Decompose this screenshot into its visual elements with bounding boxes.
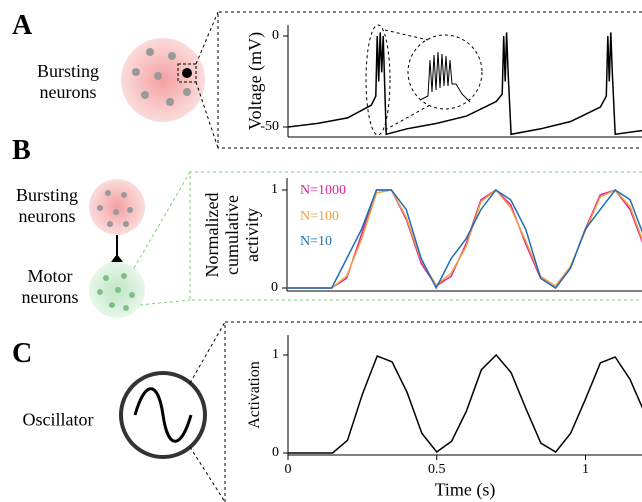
data-line — [287, 190, 642, 288]
panel-label: Oscillator — [3, 410, 113, 431]
legend-label: N=100 — [300, 209, 339, 224]
y-tick-label: 1 — [272, 347, 279, 362]
neuron-pool — [121, 38, 205, 122]
panel-label: Bursting neurons — [13, 61, 123, 103]
data-line — [288, 32, 642, 134]
panel-label: Bursting neurons — [0, 185, 97, 227]
data-line — [287, 190, 642, 288]
arrowhead — [111, 254, 123, 262]
panel-letter: A — [12, 10, 32, 42]
panel-letter: C — [12, 338, 32, 370]
x-axis-label: Time (s) — [405, 480, 525, 501]
y-axis-label: Normalized cumulative activity — [202, 185, 262, 285]
data-line — [288, 355, 642, 453]
y-tick-label: 0 — [272, 445, 279, 460]
x-tick-label: 1 — [582, 462, 589, 477]
y-tick-label: 1 — [271, 182, 278, 197]
panel-letter: B — [12, 135, 31, 167]
y-axis-label: Voltage (mV) — [245, 11, 265, 151]
y-tick-label: 0 — [272, 28, 279, 43]
data-line — [287, 190, 642, 288]
sine-icon — [135, 389, 191, 442]
x-tick-label: 0 — [285, 462, 292, 477]
legend-label: N=10 — [300, 234, 332, 249]
y-tick-label: 0 — [271, 280, 278, 295]
neuron — [182, 68, 192, 78]
y-axis-label: Activation — [245, 335, 265, 455]
x-tick-label: 0.5 — [428, 462, 446, 477]
panel-label: Motor neurons — [5, 266, 95, 308]
legend-label: N=1000 — [300, 183, 346, 198]
inset-trace — [420, 52, 470, 102]
figure: -50001N=1000N=100N=100100.51 A B C Burst… — [0, 0, 642, 502]
